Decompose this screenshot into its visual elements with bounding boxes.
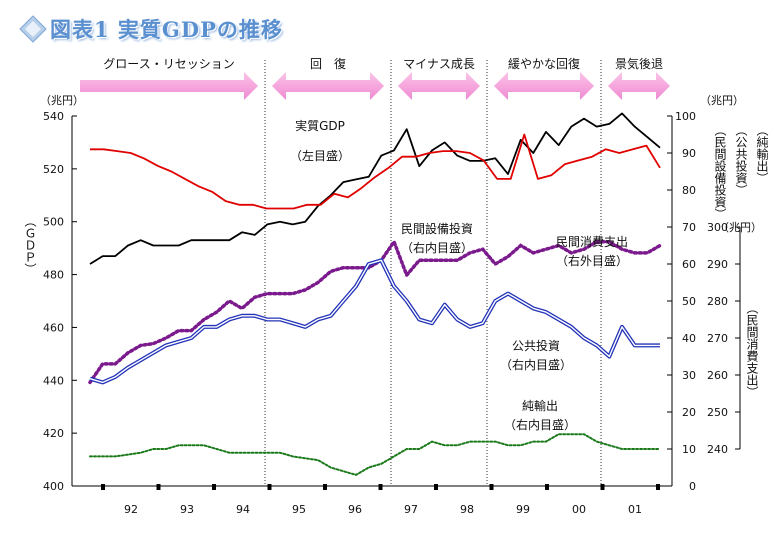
- right-inner-tick-label: 30: [682, 369, 696, 382]
- phase-arrow: [398, 72, 480, 100]
- right-inner-tick-label: 90: [682, 147, 696, 160]
- right-outer-tick-label: 290: [707, 258, 728, 271]
- right-label-investment: （民間設備投資）: [713, 124, 727, 220]
- right-inner-tick-label: 50: [682, 295, 696, 308]
- phase-arrows: グロース・リセッション 回 復 マイナス成長 緩やかな回復 景気後退: [80, 56, 670, 100]
- right-label-public: （公共投資）: [734, 124, 748, 196]
- x-tick-mark: [434, 484, 438, 490]
- series-line: [89, 433, 661, 476]
- x-tick-mark: [378, 484, 383, 490]
- right-inner-tick-label: 80: [682, 184, 696, 197]
- right-inner-tick-label: 20: [682, 406, 696, 419]
- right-outer-tick-label: 240: [707, 443, 728, 456]
- x-tick-mark: [489, 484, 494, 490]
- series-axis-note: （右内目盛）: [500, 357, 572, 372]
- x-tick-mark: [212, 484, 216, 490]
- left-tick-label: 480: [43, 269, 64, 282]
- x-tick-label: 93: [180, 503, 194, 516]
- x-tick-label: 97: [404, 503, 418, 516]
- right-inner-tick-label: 10: [682, 443, 696, 456]
- right-outer-tick-label: 280: [707, 295, 728, 308]
- diamond-bullet-icon: [19, 15, 47, 43]
- x-tick-label: 95: [292, 503, 306, 516]
- phase-label: 景気後退: [615, 56, 663, 71]
- right-outer-unit: （兆円）: [718, 221, 762, 234]
- right-outer-tick-label: 300: [707, 221, 728, 234]
- series-line: [89, 258, 660, 385]
- x-tick-mark: [101, 484, 105, 490]
- series-axis-note: （左目盛）: [290, 148, 350, 163]
- phase-label: グロース・リセッション: [103, 57, 234, 71]
- series-label: 実質GDP: [295, 118, 345, 133]
- right-outer-tick-label: 270: [707, 332, 728, 345]
- phase-arrow: [608, 72, 670, 100]
- right-label-net-exports: （純輸出）: [755, 124, 769, 184]
- right-inner-tick-label: 0: [689, 480, 696, 493]
- x-tick-mark: [267, 484, 272, 490]
- series-axis-note: （右外目盛）: [556, 253, 628, 268]
- series-axis-note: （右内目盛）: [504, 417, 576, 432]
- phase-arrow: [272, 72, 384, 100]
- right-inner-tick-label: 40: [682, 332, 696, 345]
- series-line: [89, 112, 661, 265]
- x-tick-mark: [656, 484, 660, 490]
- chart-title-block: 図表1 実質GDPの推移: [18, 12, 358, 46]
- x-tick-mark: [545, 484, 549, 490]
- x-tick-label: 98: [460, 503, 474, 516]
- x-tick-mark: [156, 484, 161, 490]
- series-axis-note: （右内目盛）: [401, 240, 473, 255]
- phase-arrow: [494, 72, 594, 100]
- left-tick-label: 520: [43, 163, 64, 176]
- series-label: 民間消費支出: [556, 234, 628, 249]
- x-tick-mark: [600, 484, 605, 490]
- left-tick-label: 460: [43, 321, 64, 334]
- series-line-inner: [89, 259, 660, 384]
- right-inner-tick-label: 100: [675, 110, 696, 123]
- series-label: 純輸出: [522, 398, 558, 413]
- x-tick-label: 92: [124, 503, 138, 516]
- x-tick-mark: [323, 484, 327, 490]
- x-tick-label: 96: [348, 503, 362, 516]
- chart-title: 図表1 実質GDPの推移: [50, 17, 283, 42]
- annotations: 実質GDP （左目盛） 民間設備投資 （右内目盛） 民間消費支出 （右外目盛） 公共投資 （右…: [290, 118, 628, 432]
- x-tick-label: 01: [628, 503, 642, 516]
- right-inner-tick-label: 60: [682, 258, 696, 271]
- right-inner-tick-label: 70: [682, 221, 696, 234]
- phase-label: マイナス成長: [403, 57, 475, 71]
- left-tick-label: 540: [43, 110, 64, 123]
- x-tick-label: 00: [572, 503, 586, 516]
- left-axis-unit: （兆円）: [40, 94, 84, 107]
- series-label: 公共投資: [512, 338, 560, 353]
- left-tick-label: 420: [43, 427, 64, 440]
- right-label-consumption: （民間消費支出）: [745, 302, 759, 398]
- x-tick-label: 94: [236, 503, 250, 516]
- left-tick-label: 500: [43, 216, 64, 229]
- right-outer-tick-label: 260: [707, 369, 728, 382]
- phase-arrow: [80, 72, 258, 100]
- phase-label: 回 復: [310, 56, 346, 71]
- right-inner-unit: （兆円）: [700, 94, 744, 107]
- left-tick-label: 400: [43, 480, 64, 493]
- left-axis-label: （ＧＤＰ）: [23, 215, 37, 275]
- right-outer-tick-label: 250: [707, 406, 728, 419]
- series-label: 民間設備投資: [401, 221, 473, 236]
- series-line: [90, 133, 661, 210]
- left-axis-label-text: （ＧＤＰ）: [23, 215, 37, 275]
- phase-label: 緩やかな回復: [508, 56, 580, 71]
- series-lines: [88, 112, 662, 476]
- axes: 400420440460480500520540（兆円）（ＧＤＰ）0102030…: [23, 60, 769, 516]
- x-tick-label: 99: [516, 503, 530, 516]
- left-tick-label: 440: [43, 374, 64, 387]
